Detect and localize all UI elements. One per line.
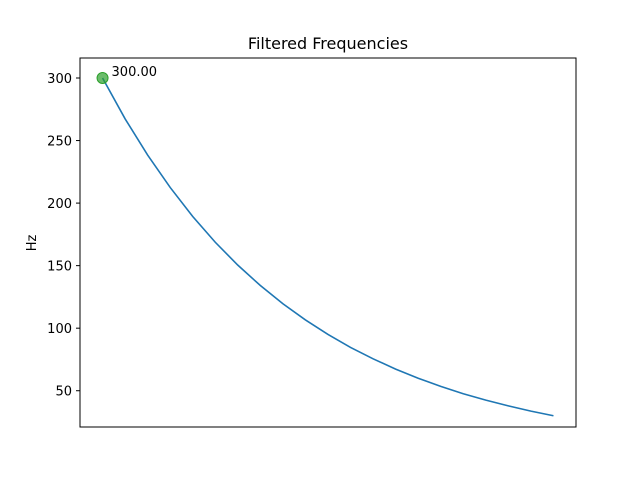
y-tick-label: 50	[55, 385, 72, 400]
point-annotation: 300.00	[112, 65, 158, 80]
y-tick-label: 250	[47, 135, 72, 150]
y-tick-label: 100	[47, 322, 72, 337]
chart-title: Filtered Frequencies	[248, 34, 408, 53]
plot-area: 50 100 150 200 250 300 300.00	[47, 57, 577, 428]
y-tick-label: 200	[47, 197, 72, 212]
series-line	[101, 77, 554, 417]
y-tick-label: 300	[47, 72, 72, 87]
y-axis-label: Hz	[25, 235, 40, 252]
axes-frame	[79, 57, 577, 428]
y-tick-label: 150	[47, 260, 72, 275]
highlight-point	[96, 72, 109, 85]
